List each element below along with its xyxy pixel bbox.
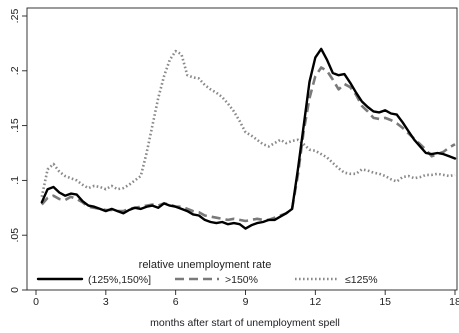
series-line-solid <box>40 47 457 230</box>
series-line-dotted <box>40 49 456 198</box>
x-tick-label: 6 <box>173 296 179 308</box>
x-tick-label: 18 <box>449 296 459 308</box>
x-tick-label: 12 <box>309 296 321 308</box>
series-line-dashed <box>40 66 456 223</box>
legend-label-solid: (125%,150%] <box>88 274 151 286</box>
series-lines <box>40 47 457 230</box>
y-tick-label: .2 <box>9 66 21 75</box>
y-tick-label: .25 <box>9 9 21 24</box>
y-tick-label: 0 <box>9 287 21 293</box>
x-tick-label: 9 <box>243 296 249 308</box>
legend-label-dashed: >150% <box>225 274 258 286</box>
legend-title: relative unemployment rate <box>139 259 272 271</box>
y-tick-label: .05 <box>9 228 21 243</box>
y-tick-label: .15 <box>9 118 21 133</box>
y-tick-label: .1 <box>9 176 21 185</box>
x-axis-label: months after start of unemployment spell <box>150 317 340 329</box>
x-tick-label: 3 <box>103 296 109 308</box>
axes: 0 3 6 9 12 15 18 0 .05 .1 .15 .2 .25 <box>9 7 459 308</box>
legend: relative unemployment rate (125%,150%] >1… <box>36 259 378 286</box>
x-tick-label: 15 <box>379 296 391 308</box>
x-tick-label: 0 <box>33 296 39 308</box>
legend-label-dotted: ≤125% <box>345 274 378 286</box>
plot-frame <box>26 7 458 291</box>
